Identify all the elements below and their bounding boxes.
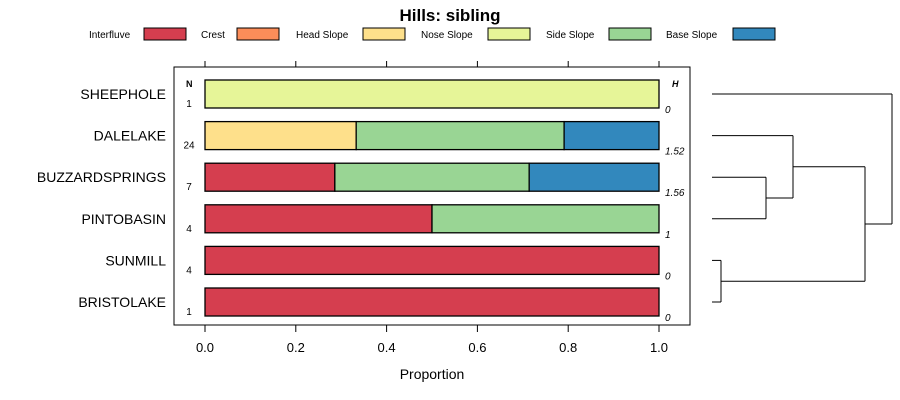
legend-swatch-base-slope bbox=[732, 27, 776, 41]
category-label-buzzardsprings: BUZZARDSPRINGS bbox=[37, 169, 166, 185]
h-value: 0 bbox=[665, 271, 671, 282]
h-value: 1 bbox=[665, 230, 671, 241]
bar-segment-sunmill-interfluve bbox=[204, 245, 660, 276]
legend-swatch-interfluve bbox=[143, 27, 187, 41]
x-tick-label: 0.4 bbox=[378, 340, 396, 355]
category-label-sheephole: SHEEPHOLE bbox=[80, 86, 166, 102]
n-value: 4 bbox=[186, 224, 192, 235]
x-tick-label: 1.0 bbox=[650, 340, 668, 355]
bar-segment-buzzardsprings-base-slope bbox=[528, 162, 660, 192]
chart-title: Hills: sibling bbox=[399, 6, 500, 25]
h-header: H bbox=[672, 79, 679, 89]
h-value: 1.52 bbox=[665, 147, 685, 158]
legend-swatch-nose-slope bbox=[487, 27, 531, 41]
top-ticks bbox=[204, 61, 660, 67]
legend-label-side-slope: Side Slope bbox=[546, 30, 595, 41]
n-value: 4 bbox=[186, 265, 192, 276]
x-axis: 0.0 0.2 0.4 0.6 0.8 1.0 bbox=[196, 325, 668, 355]
legend-swatch-side-slope bbox=[608, 27, 652, 41]
x-tick-label: 0.6 bbox=[468, 340, 486, 355]
category-label-bristolake: BRISTOLAKE bbox=[78, 294, 166, 310]
legend-label-interfluve: Interfluve bbox=[89, 30, 131, 41]
category-label-pintobasin: PINTOBASIN bbox=[81, 211, 166, 227]
bar-segment-dalelake-head-slope bbox=[204, 120, 357, 151]
plot-panel bbox=[173, 66, 691, 326]
n-value: 1 bbox=[186, 307, 192, 318]
bar-segment-buzzardsprings-side-slope bbox=[334, 162, 530, 192]
h-value: 0 bbox=[665, 313, 671, 324]
n-value: 24 bbox=[183, 141, 195, 152]
legend-swatch-crest bbox=[236, 27, 280, 41]
legend-swatch-head-slope bbox=[362, 27, 406, 41]
bar-segment-bristolake-interfluve bbox=[204, 287, 660, 317]
x-axis-title: Proportion bbox=[400, 366, 465, 382]
bar-segment-sheephole-nose-slope bbox=[204, 79, 660, 109]
legend-label-head-slope: Head Slope bbox=[296, 30, 349, 41]
bar-segment-buzzardsprings-interfluve bbox=[204, 162, 336, 192]
bar-segment-dalelake-side-slope bbox=[355, 120, 565, 151]
bar-segment-pintobasin-side-slope bbox=[431, 204, 660, 234]
dendrogram bbox=[712, 93, 893, 303]
n-header: N bbox=[186, 79, 193, 89]
category-label-sunmill: SUNMILL bbox=[105, 252, 166, 268]
category-label-dalelake: DALELAKE bbox=[94, 128, 166, 144]
n-value: 7 bbox=[186, 182, 192, 193]
legend-label-crest: Crest bbox=[201, 30, 225, 41]
bar-segment-dalelake-base-slope bbox=[563, 120, 660, 151]
h-value: 1.56 bbox=[665, 188, 685, 199]
h-value: 0 bbox=[665, 105, 671, 116]
x-tick-label: 0.8 bbox=[559, 340, 577, 355]
x-tick-label: 0.2 bbox=[287, 340, 305, 355]
rows: SHEEPHOLE 1 0 DALELAKE 24 1.52 BUZZARDSPRINGS 7… bbox=[37, 79, 685, 324]
legend-label-nose-slope: Nose Slope bbox=[421, 30, 473, 41]
x-tick-label: 0.0 bbox=[196, 340, 214, 355]
bar-segment-pintobasin-interfluve bbox=[204, 204, 433, 234]
legend-label-base-slope: Base Slope bbox=[666, 30, 718, 41]
n-value: 1 bbox=[186, 99, 192, 110]
legend: Interfluve Crest Head Slope Nose Slope Side … bbox=[89, 27, 776, 41]
